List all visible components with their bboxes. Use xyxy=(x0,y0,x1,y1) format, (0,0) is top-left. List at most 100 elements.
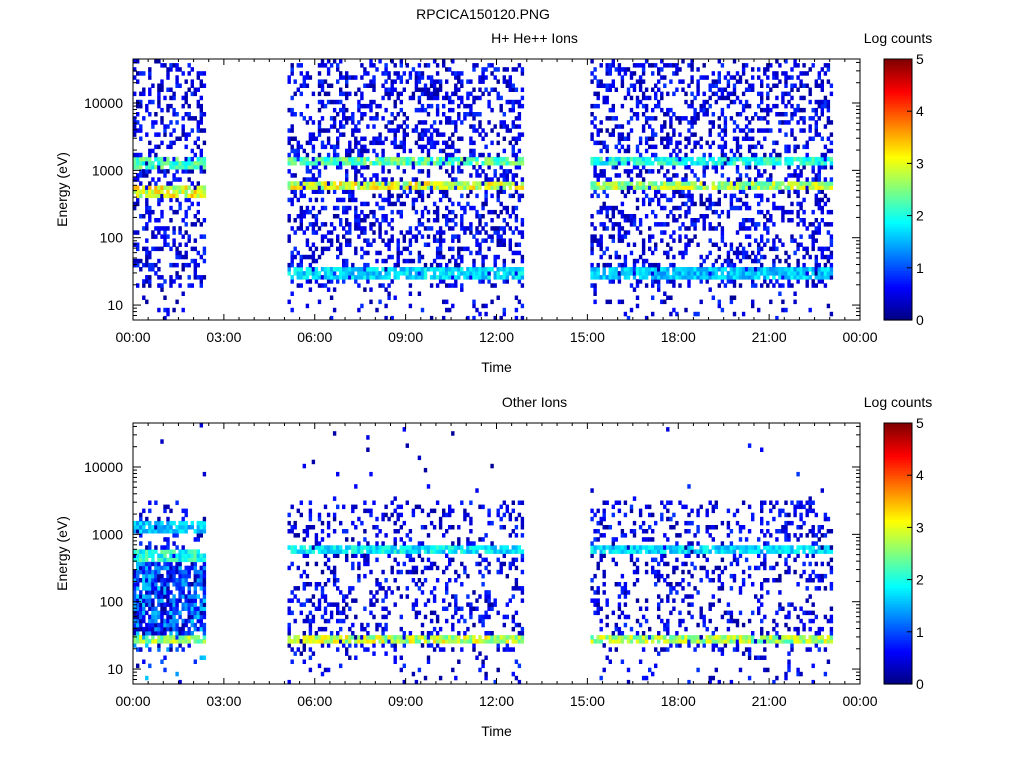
spectrogram-cell xyxy=(451,283,455,288)
spectrogram-cell xyxy=(336,234,340,239)
spectrogram-cell xyxy=(190,116,194,121)
spectrogram-cell xyxy=(190,283,194,288)
spectrogram-cell xyxy=(784,120,788,125)
spectrogram-cell xyxy=(478,87,482,92)
spectrogram-cell xyxy=(778,112,782,117)
spectrogram-cell xyxy=(820,107,824,113)
spectrogram-cell xyxy=(596,95,600,101)
spectrogram-cell xyxy=(151,610,155,616)
spectrogram-cell xyxy=(787,120,791,125)
spectrogram-cell xyxy=(705,214,709,219)
spectrogram-cell xyxy=(160,234,164,239)
spectrogram-cell xyxy=(696,218,700,223)
spectrogram-cell xyxy=(617,209,622,215)
spectrogram-cell xyxy=(360,271,364,276)
spectrogram-cell xyxy=(329,124,334,129)
spectrogram-cell xyxy=(693,181,697,186)
spectrogram-cell xyxy=(184,169,188,174)
spectrogram-cell xyxy=(363,103,367,109)
spectrogram-cell xyxy=(684,271,688,276)
spectrogram-cell xyxy=(151,578,155,583)
spectrogram-cell xyxy=(826,63,831,68)
spectrogram-cell xyxy=(184,508,188,514)
spectrogram-cell xyxy=(732,271,737,276)
spectrogram-cell xyxy=(517,103,522,109)
spectrogram-cell xyxy=(290,181,294,186)
spectrogram-cell xyxy=(472,152,476,158)
spectrogram-cell xyxy=(193,152,197,158)
spectrogram-cell xyxy=(432,120,437,125)
spectrogram-cell xyxy=(402,112,406,117)
spectrogram-cell xyxy=(781,307,785,313)
spectrogram-cell xyxy=(811,116,815,121)
spectrogram-cell xyxy=(454,185,458,190)
spectrogram-cell xyxy=(196,75,200,80)
spectrogram-cell xyxy=(157,594,161,599)
spectrogram-cell xyxy=(787,91,791,97)
spectrogram-cell xyxy=(738,258,743,264)
spectrogram-cell xyxy=(393,140,397,146)
spectrogram-cell xyxy=(684,209,688,215)
spectrogram-cell xyxy=(451,165,455,170)
spectrogram-cell xyxy=(360,161,364,166)
spectrogram-cell xyxy=(187,275,191,280)
spectrogram-cell xyxy=(644,267,649,272)
spectrogram-cell xyxy=(420,185,425,190)
spectrogram-cell xyxy=(133,75,137,80)
spectrogram-cell xyxy=(611,222,615,227)
spectrogram-cell xyxy=(460,283,464,288)
spectrogram-cell xyxy=(605,275,609,280)
spectrogram-cell xyxy=(326,67,331,72)
spectrogram-cell xyxy=(747,218,752,223)
spectrogram-cell xyxy=(357,214,361,219)
spectrogram-cell xyxy=(741,91,746,97)
spectrogram-cell xyxy=(514,116,519,121)
spectrogram-cell xyxy=(190,165,194,170)
spectrogram-cell xyxy=(202,71,207,76)
spectrogram-cell xyxy=(675,271,679,276)
spectrogram-cell xyxy=(384,271,388,276)
spectrogram-cell xyxy=(811,177,815,182)
spectrogram-cell xyxy=(387,246,391,252)
spectrogram-cell xyxy=(644,59,649,64)
spectrogram-cell xyxy=(496,238,500,243)
spectrogram-cell xyxy=(751,275,755,280)
spectrogram-cell xyxy=(402,148,406,154)
spectrogram-cell xyxy=(196,156,200,162)
spectrogram-cell xyxy=(590,181,594,186)
spectrogram-cell xyxy=(287,128,291,133)
spectrogram-cell xyxy=(348,181,352,186)
spectrogram-cell xyxy=(345,218,349,223)
spectrogram-cell xyxy=(490,181,494,186)
spectrogram-cell xyxy=(387,295,391,300)
spectrogram-cell xyxy=(196,610,200,616)
spectrogram-cell xyxy=(723,283,728,288)
spectrogram-cell xyxy=(454,148,458,154)
spectrogram-cell xyxy=(708,197,712,203)
spectrogram-cell xyxy=(139,598,143,603)
spectrogram-cell xyxy=(793,271,797,276)
spectrogram-cell xyxy=(672,63,676,68)
spectrogram-cell xyxy=(660,95,664,101)
spectrogram-cell xyxy=(466,267,470,272)
spectrogram-cell xyxy=(769,185,773,190)
spectrogram-cell xyxy=(520,315,525,321)
spectrogram-cell xyxy=(184,214,188,219)
spectrogram-cell xyxy=(139,161,143,166)
spectrogram-cell xyxy=(305,254,310,260)
spectrogram-cell xyxy=(660,181,664,186)
spectrogram-cell xyxy=(417,79,422,84)
colorbar-segment xyxy=(884,72,912,76)
spectrogram-cell xyxy=(514,250,519,256)
spectrogram-cell xyxy=(336,112,340,117)
spectrogram-cell xyxy=(369,83,373,88)
spectrogram-cell xyxy=(696,311,700,317)
spectrogram-cell xyxy=(608,205,612,211)
spectrogram-cell xyxy=(663,173,667,178)
spectrogram-cell xyxy=(305,71,310,76)
spectrogram-cell xyxy=(320,116,325,121)
spectrogram-cell xyxy=(166,103,170,109)
spectrogram-cell xyxy=(805,279,809,284)
spectrogram-cell xyxy=(626,242,631,247)
spectrogram-cell xyxy=(520,185,525,190)
